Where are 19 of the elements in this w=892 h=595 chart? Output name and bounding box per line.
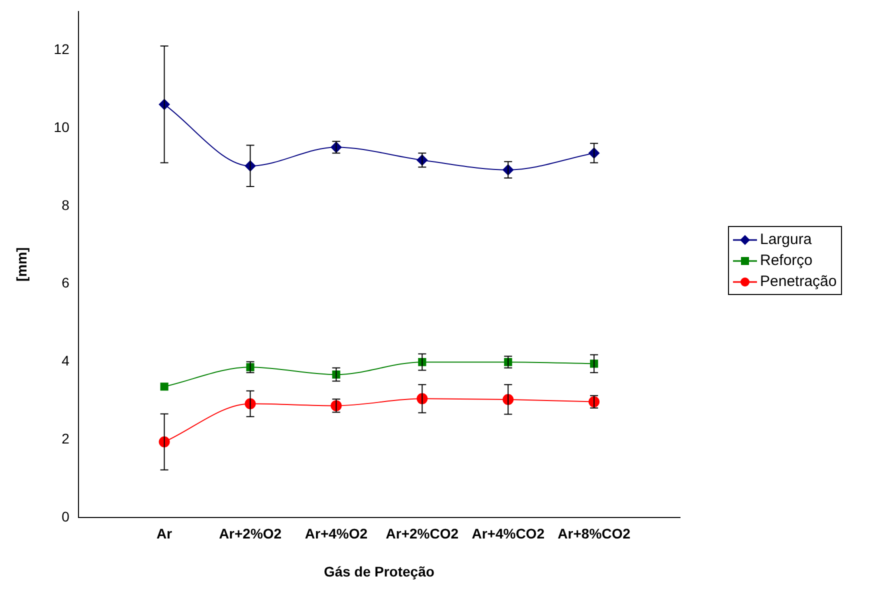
x-axis-title: Gás de Proteção: [324, 563, 434, 580]
x-tick-label: Ar+2%CO2: [386, 526, 459, 542]
y-tick-label: 0: [62, 508, 70, 524]
y-tick-label: 12: [54, 41, 70, 58]
legend-label: Largura: [760, 231, 812, 248]
x-tick-label: Ar+4%CO2: [472, 526, 545, 542]
x-tick-label: Ar+8%CO2: [558, 526, 631, 542]
y-tick-label: 6: [62, 274, 70, 291]
x-tick-label: Ar+4%O2: [304, 526, 368, 542]
y-axis-title: [mm]: [13, 247, 30, 282]
x-tick-label: Ar: [156, 526, 173, 542]
y-tick-label: 10: [54, 119, 70, 136]
y-tick-label: 2: [62, 430, 70, 446]
legend-label: Penetração: [760, 273, 837, 290]
y-tick-label: 4: [62, 352, 70, 369]
y-tick-label: 8: [62, 196, 70, 213]
x-tick-label: Ar+2%O2: [218, 526, 282, 542]
legend-label: Reforço: [760, 252, 813, 269]
point: [160, 382, 168, 391]
